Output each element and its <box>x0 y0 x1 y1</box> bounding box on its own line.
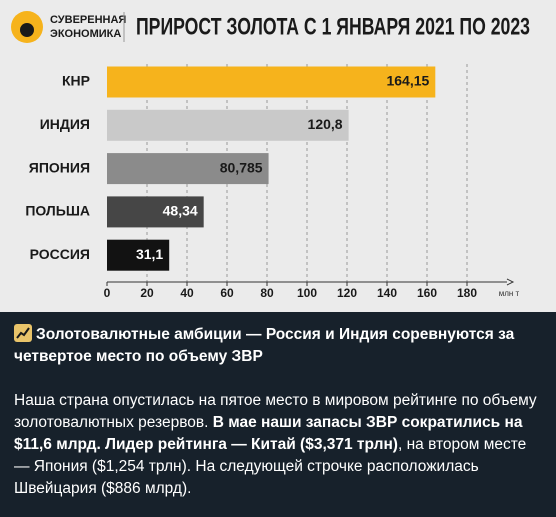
post-body: Наша страна опустилась на пятое место в … <box>14 390 542 500</box>
x-tick-label: 100 <box>297 286 317 300</box>
bar <box>107 239 170 271</box>
x-tick-label: 60 <box>220 286 234 300</box>
icon <box>14 324 32 342</box>
x-tick-label: 40 <box>180 286 194 300</box>
y-tick-label: КНР <box>62 73 90 89</box>
y-tick-label: РОССИЯ <box>30 246 90 262</box>
headline-text: Золотовалютные амбиции — Россия и Индия … <box>14 326 515 365</box>
bar <box>107 196 204 228</box>
brand-line: ЭКОНОМИКА <box>50 28 121 40</box>
body-text: , на втором месте — Япония ($1,254 трлн)… <box>14 436 527 497</box>
bar <box>107 153 269 185</box>
chart-title: ПРИРОСТ ЗОЛОТА С 1 ЯНВАРЯ 2021 ПО 2023 <box>136 13 530 40</box>
value-label: 48,34 <box>163 203 198 219</box>
axis-arrow <box>506 278 515 286</box>
value-label: 80,785 <box>220 159 263 175</box>
y-tick-label: ПОЛЬША <box>25 203 90 219</box>
x-tick-label: 80 <box>260 286 274 300</box>
x-axis-label: млн т <box>499 289 520 298</box>
bar <box>107 109 349 141</box>
body-bold: В мае наши запасы ЗВР сократились на $11… <box>14 414 523 453</box>
value-label: 31,1 <box>136 246 163 262</box>
x-tick-label: 160 <box>417 286 437 300</box>
x-tick-label: 140 <box>377 286 397 300</box>
y-tick-label: ЯПОНИЯ <box>29 159 90 175</box>
x-tick-label: 20 <box>140 286 154 300</box>
x-tick-label: 180 <box>457 286 477 300</box>
post: Золотовалютные амбиции — Россия и Индия … <box>0 312 556 517</box>
chart: СУВЕРЕННАЯ ЭКОНОМИКА ПРИРОСТ ЗОЛОТА С 1 … <box>0 0 556 312</box>
x-tick-label: 120 <box>337 286 357 300</box>
brand-line: СУВЕРЕННАЯ <box>50 14 126 26</box>
bar <box>107 66 436 98</box>
x-tick-label: 0 <box>104 286 111 300</box>
y-tick-label: ИНДИЯ <box>40 116 90 132</box>
post-headline: Золотовалютные амбиции — Россия и Индия … <box>14 324 542 368</box>
value-label: 120,8 <box>308 116 343 132</box>
body-text: Наша страна опустилась на пятое место в … <box>14 392 537 431</box>
logo-mark <box>20 23 34 37</box>
value-label: 164,15 <box>386 73 429 89</box>
background <box>0 0 556 312</box>
